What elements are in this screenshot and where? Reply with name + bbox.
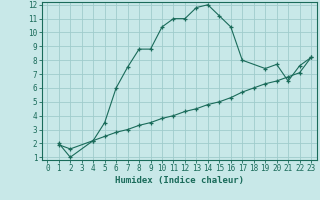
X-axis label: Humidex (Indice chaleur): Humidex (Indice chaleur)	[115, 176, 244, 185]
